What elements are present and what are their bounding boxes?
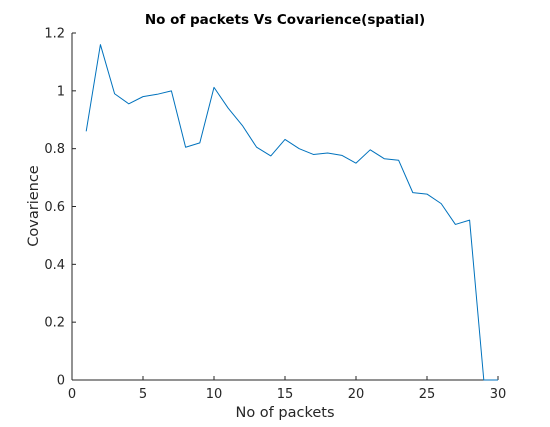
tick-labels: 0 5 10 15 20 25 30 0 0.2 0.4 0.6 0.8 1 1.2 — [44, 27, 506, 403]
x-tick-label: 0 — [68, 387, 76, 402]
y-axis-label: Covarience — [26, 165, 42, 247]
y-tick-label: 0.6 — [44, 200, 65, 215]
axis-ticks — [71, 32, 499, 381]
x-tick-label: 5 — [139, 387, 147, 402]
series-line — [85, 44, 498, 381]
plot-area — [72, 33, 498, 380]
y-tick-label: 1.2 — [44, 27, 65, 42]
y-tick-label: 0 — [57, 374, 65, 389]
y-tick-label: 0.4 — [44, 258, 65, 273]
y-tick-label: 0.2 — [44, 316, 65, 331]
x-tick-label: 30 — [490, 387, 507, 402]
x-tick-label: 10 — [206, 387, 223, 402]
x-tick-label: 25 — [419, 387, 436, 402]
series-layer — [85, 44, 498, 381]
x-axis-label: No of packets — [235, 405, 334, 421]
y-tick-label: 1 — [57, 84, 65, 99]
x-tick-label: 20 — [348, 387, 365, 402]
y-tick-label: 0.8 — [44, 142, 65, 157]
axes-box — [72, 33, 498, 380]
chart-title: No of packets Vs Covarience(spatial) — [145, 12, 425, 28]
x-tick-label: 15 — [277, 387, 294, 402]
